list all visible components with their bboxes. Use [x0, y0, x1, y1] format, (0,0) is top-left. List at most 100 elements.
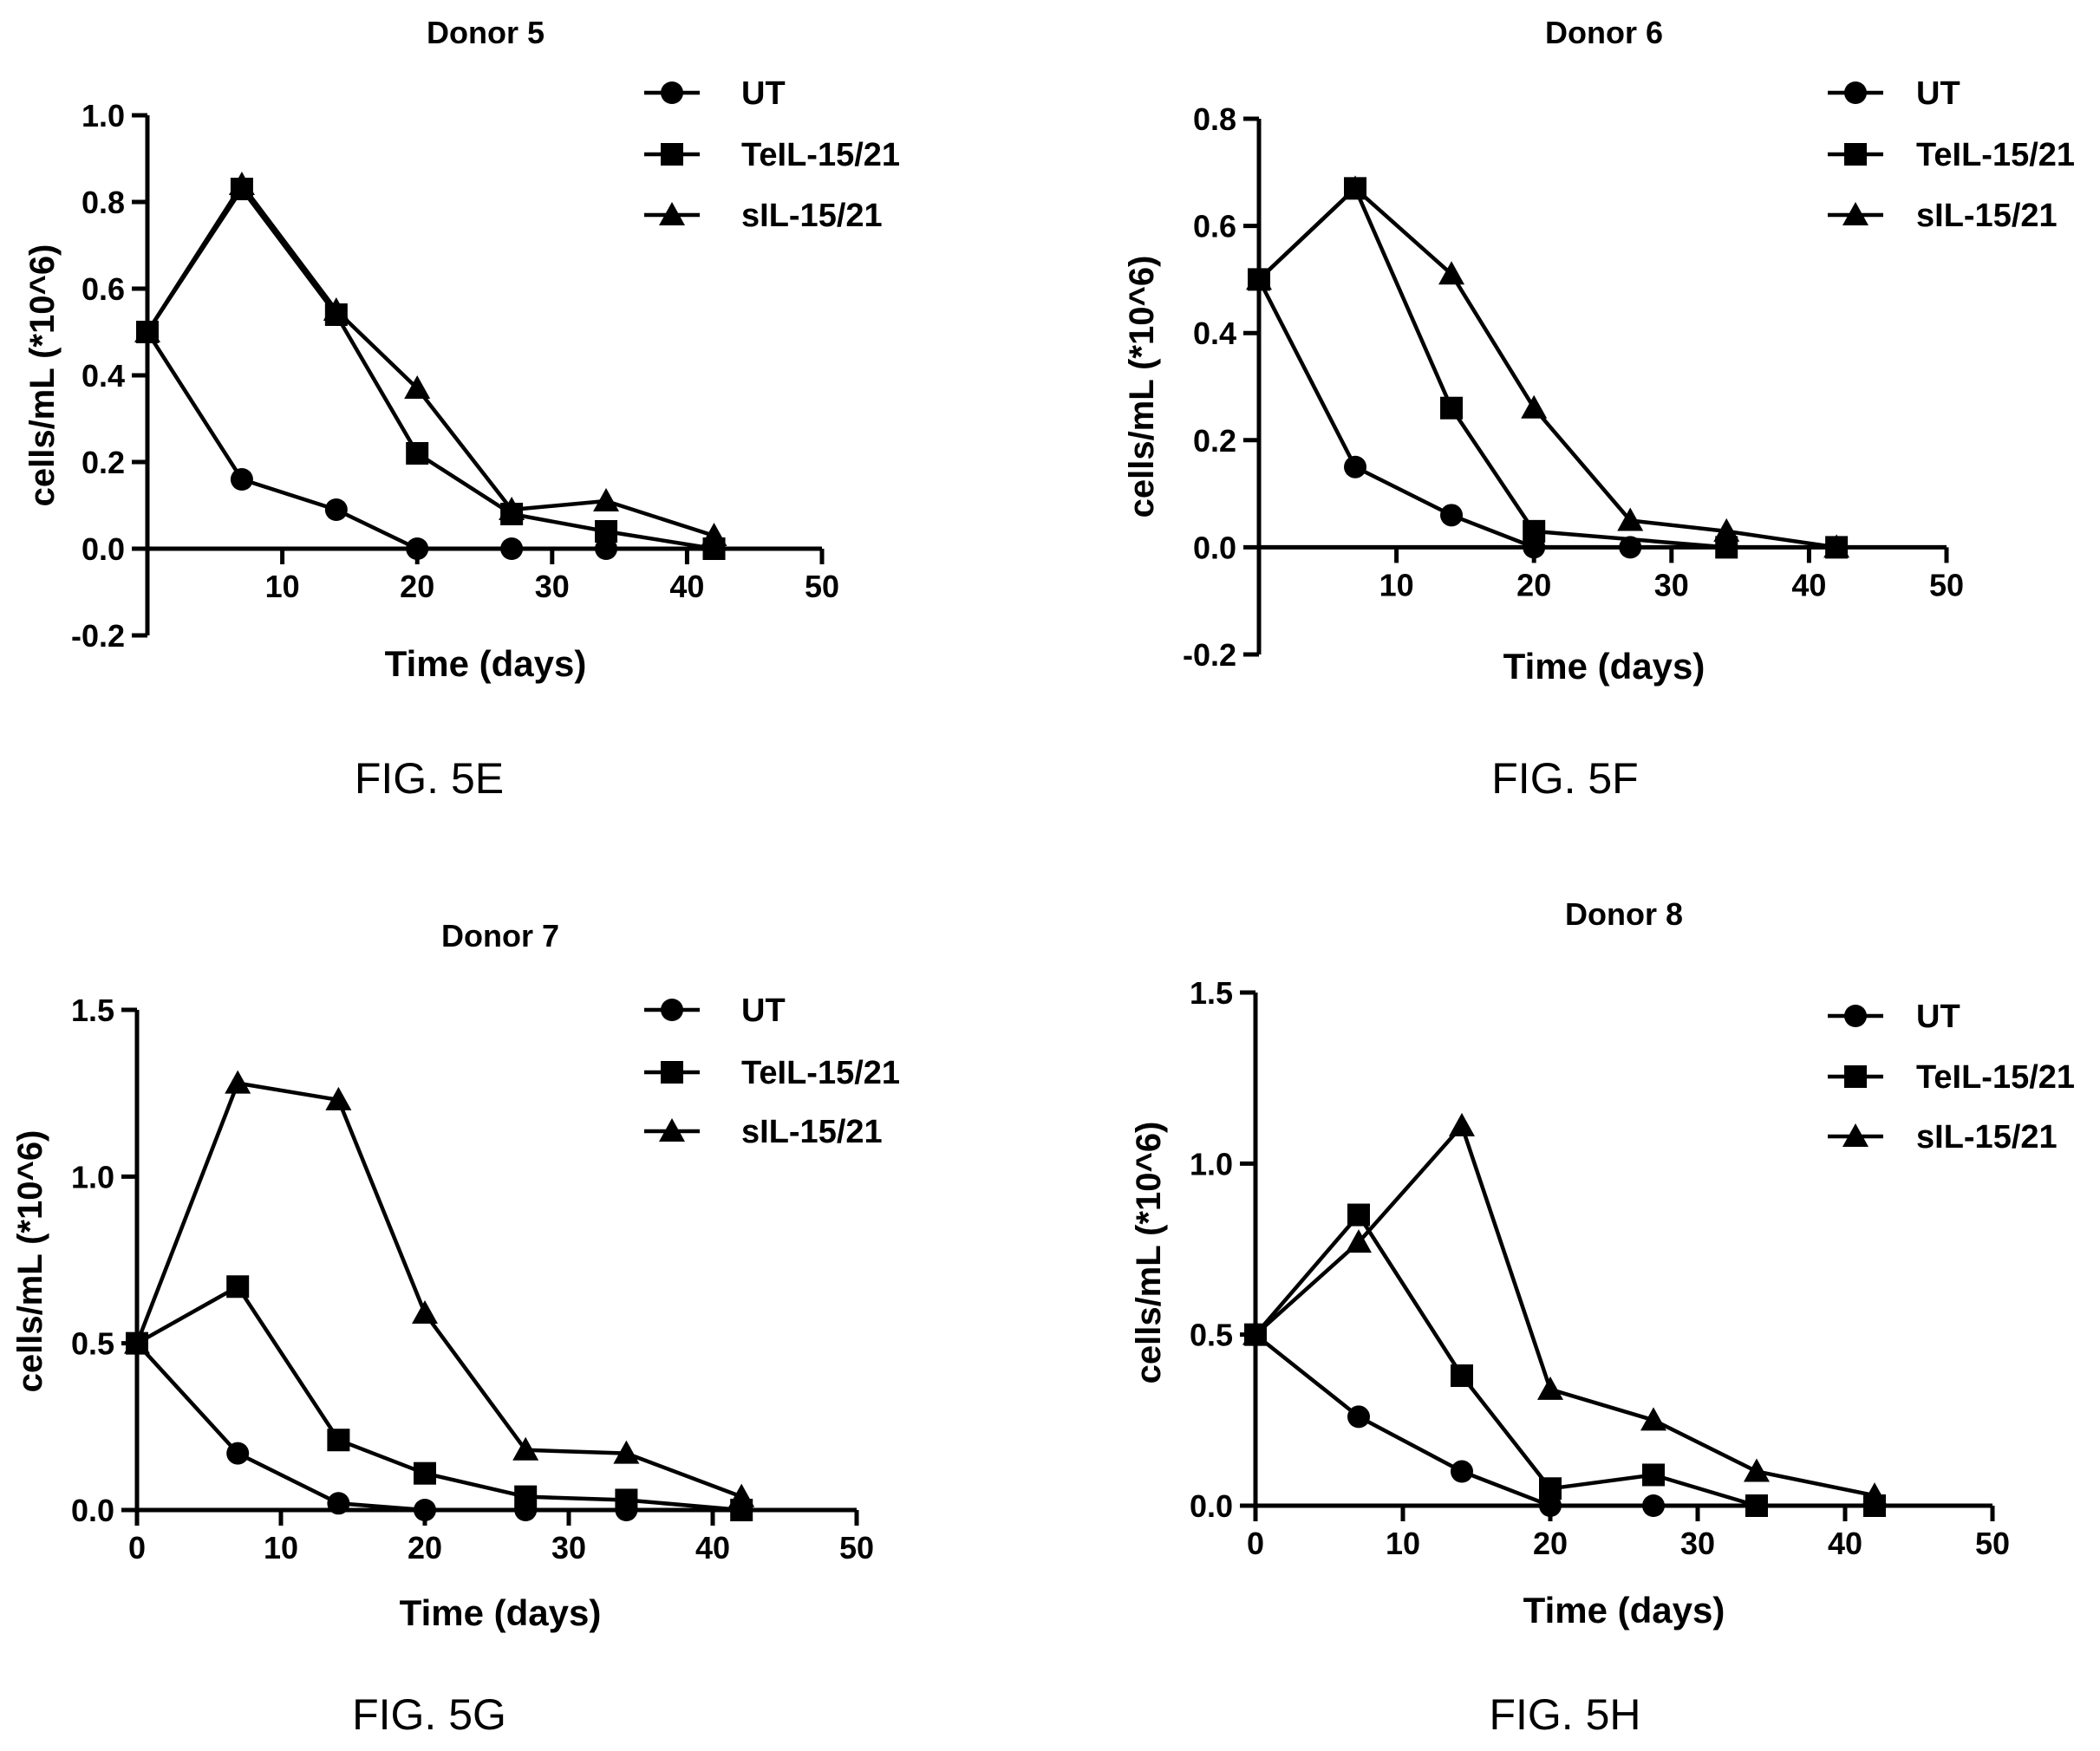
x-axis-label: Time (days): [400, 1592, 602, 1633]
legend-label: TeIL-15/21: [1916, 1059, 2075, 1096]
y-tick-label: 0.2: [82, 445, 125, 480]
data-point-triangle: [613, 1440, 640, 1464]
legend: UT TeIL-15/21 sIL-15/21: [1828, 75, 2075, 234]
series-line: [146, 186, 714, 551]
series-circle: [1244, 1323, 1665, 1517]
y-tick-label: 1.0: [71, 1159, 114, 1194]
data-point-circle: [230, 468, 253, 491]
x-tick-label: 30: [1680, 1526, 1715, 1561]
legend-marker-triangle: [1842, 202, 1868, 225]
data-point-triangle: [325, 1086, 352, 1110]
x-tick-label: 20: [400, 569, 434, 604]
series-square: [126, 1275, 753, 1521]
legend-marker-circle: [661, 999, 683, 1021]
chart-panel-3: Donor 7 0.0 0.5 1.0 1.5 0 10 20 30 40 50 Time (days…: [11, 918, 900, 1739]
chart-panel-2: Donor 6 -0.2 0.0 0.2 0.4 0.6 0.8 10 20 30 40 50 Time…: [1123, 15, 2075, 803]
y-tick-label: 0.4: [1193, 316, 1236, 351]
chart-title: Donor 8: [1565, 896, 1683, 932]
legend: UT TeIL-15/21 sIL-15/21: [644, 75, 900, 234]
series-square: [1248, 177, 1849, 559]
data-point-square: [1347, 1203, 1370, 1227]
legend-marker-circle: [661, 81, 683, 104]
y-tick-label: 0.0: [82, 531, 125, 567]
data-point-square: [615, 1488, 638, 1512]
legend-marker-triangle: [1842, 1123, 1868, 1147]
data-point-triangle: [1862, 1482, 1888, 1507]
data-point-square: [1745, 1494, 1768, 1517]
data-point-square: [414, 1461, 436, 1485]
figure-label: FIG. 5E: [355, 754, 504, 803]
data-point-square: [1440, 396, 1464, 420]
x-tick-label: 30: [551, 1530, 586, 1565]
x-tick-label: 40: [1791, 567, 1826, 602]
legend-label: sIL-15/21: [741, 198, 883, 234]
legend-label: sIL-15/21: [741, 1114, 883, 1150]
series-triangle: [1246, 175, 1850, 558]
x-axis-label: Time (days): [385, 643, 587, 684]
x-tick-label: 20: [1533, 1526, 1568, 1561]
x-tick-label: 40: [669, 569, 704, 604]
y-tick-label: 0.2: [1193, 423, 1236, 459]
data-point-square: [1523, 519, 1546, 543]
y-tick-label: 1.5: [71, 993, 114, 1028]
data-point-triangle: [124, 1330, 150, 1354]
series-line: [146, 330, 606, 551]
data-point-triangle: [1342, 175, 1369, 199]
x-tick-label: 10: [1386, 1526, 1420, 1561]
data-point-triangle: [412, 1300, 438, 1325]
y-tick-label: 0.5: [1190, 1318, 1233, 1353]
x-tick-label: 0: [128, 1530, 146, 1565]
data-point-triangle: [1617, 507, 1644, 531]
chart-title: Donor 6: [1545, 15, 1663, 50]
data-point-circle: [414, 1499, 436, 1521]
y-tick-label: 0.0: [71, 1493, 114, 1528]
x-tick-label: 20: [408, 1530, 442, 1565]
data-point-square: [226, 1275, 250, 1299]
y-tick-label: -0.2: [1183, 637, 1236, 673]
series-line: [1254, 1213, 1875, 1508]
x-tick-label: 50: [1975, 1526, 2010, 1561]
data-point-circle: [327, 1492, 350, 1515]
data-point-triangle: [1246, 266, 1272, 290]
legend: UT TeIL-15/21 sIL-15/21: [644, 993, 900, 1150]
data-point-triangle: [1449, 1112, 1475, 1136]
data-point-triangle: [225, 1070, 251, 1094]
y-tick-label: 0.8: [82, 185, 125, 220]
y-tick-label: 0.0: [1190, 1488, 1233, 1524]
data-point-triangle: [323, 297, 349, 321]
legend-marker-triangle: [659, 1118, 685, 1142]
data-point-circle: [500, 537, 524, 560]
x-tick-label: 40: [1828, 1526, 1862, 1561]
x-tick-label: 10: [265, 569, 300, 604]
data-point-circle: [1539, 1494, 1562, 1517]
legend-label: TeIL-15/21: [741, 137, 900, 173]
x-tick-label: 0: [1247, 1526, 1264, 1561]
series-line: [135, 1285, 742, 1513]
series-line: [1254, 1123, 1875, 1498]
data-point-circle: [1642, 1494, 1665, 1517]
data-point-square: [327, 1429, 350, 1452]
data-point-triangle: [728, 1483, 755, 1507]
x-axis-label: Time (days): [1523, 1590, 1725, 1631]
data-point-circle: [1440, 504, 1464, 527]
data-point-triangle: [1537, 1376, 1563, 1400]
y-axis-label: cells/mL (*10^6): [1123, 256, 1161, 518]
series-circle: [136, 321, 618, 560]
data-point-square: [1642, 1463, 1665, 1487]
y-tick-label: 1.0: [82, 98, 125, 133]
data-point-triangle: [1823, 534, 1850, 558]
chart-title: Donor 7: [441, 918, 559, 954]
data-point-triangle: [228, 172, 255, 195]
legend-marker-square: [661, 1061, 683, 1084]
data-point-square: [1451, 1364, 1473, 1388]
legend-label: UT: [1916, 999, 1960, 1035]
figure-label: FIG. 5H: [1489, 1690, 1640, 1739]
data-point-circle: [1344, 455, 1367, 478]
legend-label: TeIL-15/21: [741, 1055, 900, 1091]
legend-marker-triangle: [659, 202, 685, 225]
data-point-square: [595, 520, 618, 543]
data-point-circle: [1347, 1405, 1370, 1429]
data-point-triangle: [1713, 517, 1740, 542]
data-point-triangle: [701, 523, 727, 546]
